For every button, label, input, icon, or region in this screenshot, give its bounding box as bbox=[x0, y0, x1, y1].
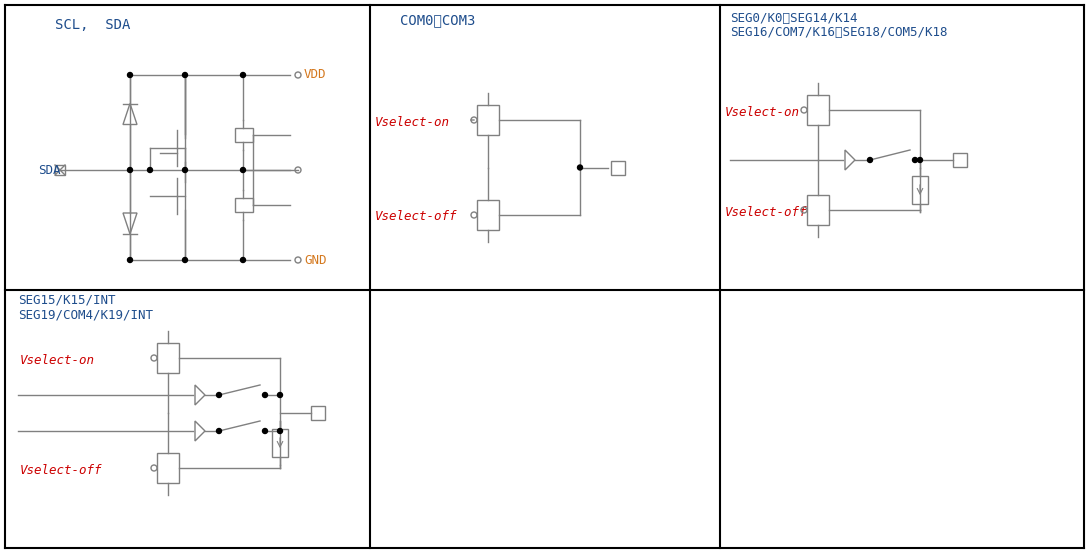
Circle shape bbox=[913, 158, 918, 163]
Text: Vselect-off: Vselect-off bbox=[20, 463, 102, 477]
Circle shape bbox=[183, 72, 187, 77]
Bar bbox=[953, 153, 967, 167]
Bar bbox=[157, 453, 179, 483]
Text: SEG19/COM4/K19/INT: SEG19/COM4/K19/INT bbox=[19, 309, 152, 321]
Circle shape bbox=[147, 168, 152, 173]
Circle shape bbox=[217, 393, 221, 398]
Circle shape bbox=[183, 258, 187, 263]
Circle shape bbox=[918, 158, 922, 163]
Bar bbox=[477, 200, 499, 230]
Bar bbox=[477, 105, 499, 135]
Circle shape bbox=[868, 158, 872, 163]
Text: SEG0/K0〜SEG14/K14: SEG0/K0〜SEG14/K14 bbox=[730, 12, 857, 24]
Text: GND: GND bbox=[304, 253, 327, 267]
Text: COM0〜COM3: COM0〜COM3 bbox=[400, 13, 476, 27]
Bar bbox=[235, 128, 253, 142]
Circle shape bbox=[127, 258, 133, 263]
Circle shape bbox=[278, 429, 282, 434]
Text: Vselect-on: Vselect-on bbox=[375, 116, 450, 128]
Circle shape bbox=[278, 393, 282, 398]
Circle shape bbox=[262, 393, 268, 398]
Bar bbox=[911, 176, 928, 204]
Circle shape bbox=[127, 168, 133, 173]
Text: SCL,  SDA: SCL, SDA bbox=[56, 18, 131, 32]
Text: Vselect-off: Vselect-off bbox=[725, 206, 808, 218]
Bar bbox=[807, 95, 829, 125]
Bar bbox=[235, 198, 253, 212]
Circle shape bbox=[217, 429, 221, 434]
Circle shape bbox=[577, 165, 583, 170]
Text: VDD: VDD bbox=[304, 69, 327, 81]
Circle shape bbox=[241, 258, 245, 263]
Text: Vselect-on: Vselect-on bbox=[725, 106, 800, 118]
Text: Vselect-on: Vselect-on bbox=[20, 353, 95, 367]
Circle shape bbox=[183, 168, 187, 173]
Bar bbox=[56, 165, 65, 175]
Circle shape bbox=[262, 429, 268, 434]
Bar bbox=[311, 406, 325, 420]
Text: SEG16/COM7/K16〜SEG18/COM5/K18: SEG16/COM7/K16〜SEG18/COM5/K18 bbox=[730, 27, 947, 39]
Text: Vselect-off: Vselect-off bbox=[375, 211, 457, 223]
Circle shape bbox=[241, 72, 245, 77]
Text: SEG15/K15/INT: SEG15/K15/INT bbox=[19, 294, 115, 306]
Bar bbox=[157, 343, 179, 373]
Bar bbox=[807, 195, 829, 225]
Text: SDA: SDA bbox=[38, 164, 61, 176]
Circle shape bbox=[241, 168, 245, 173]
Circle shape bbox=[127, 72, 133, 77]
Bar bbox=[272, 429, 287, 457]
Bar bbox=[611, 160, 625, 175]
